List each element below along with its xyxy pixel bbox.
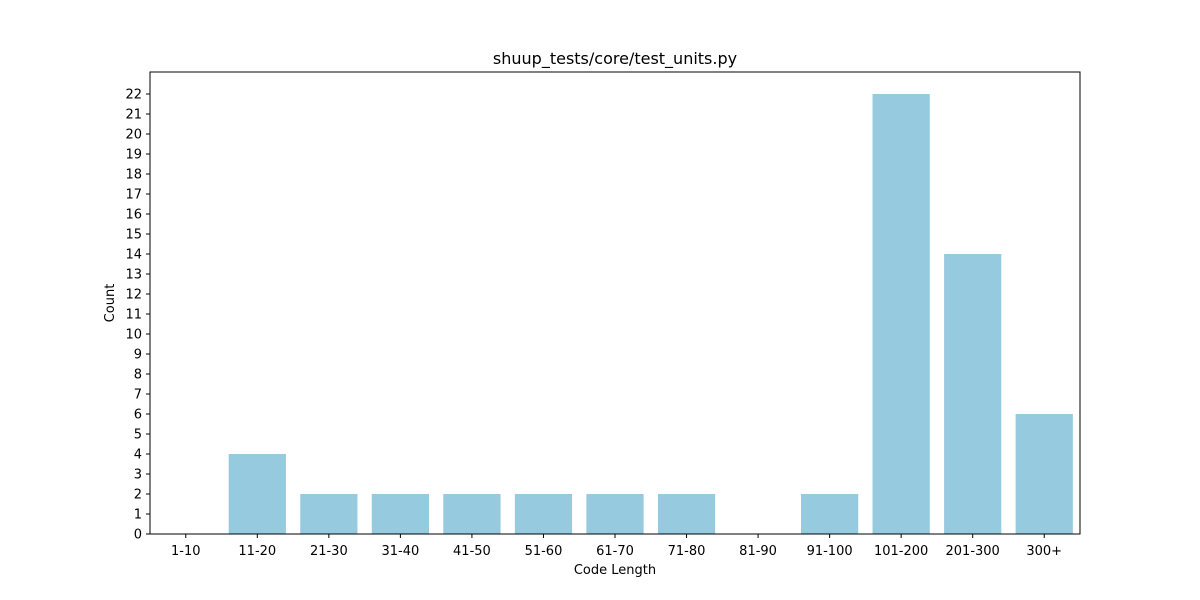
x-tick-label: 11-20	[238, 544, 276, 559]
y-tick-label: 4	[134, 448, 142, 463]
bar-71-80	[657, 494, 716, 534]
y-tick-label: 13	[125, 268, 142, 283]
x-axis-label: Code Length	[574, 563, 656, 578]
y-tick-label: 11	[125, 308, 142, 323]
y-axis-label: Count	[103, 284, 118, 323]
x-tick-label: 41-50	[453, 544, 491, 559]
bar-31-40	[371, 494, 429, 534]
y-tick-label: 14	[125, 248, 142, 263]
bar-300+	[1015, 414, 1073, 534]
y-tick-label: 15	[125, 228, 142, 243]
plot-frame	[149, 71, 1081, 535]
y-tick-label: 19	[125, 148, 142, 163]
y-tick-label: 2	[134, 488, 142, 503]
y-tick-label: 3	[134, 468, 142, 483]
y-tick-label: 6	[134, 408, 142, 423]
x-tick-label: 71-80	[668, 544, 706, 559]
chart-title: shuup_tests/core/test_units.py	[493, 49, 737, 69]
bar-21-30	[300, 494, 358, 534]
bar-61-70	[586, 494, 644, 534]
x-tick-label: 1-10	[171, 544, 201, 559]
y-tick-label: 10	[125, 328, 142, 343]
x-tick-label: 21-30	[310, 544, 348, 559]
bars-group	[228, 94, 1073, 534]
bar-201-300	[944, 254, 1002, 534]
x-axis: 1-10 11-20 21-30 31-40 41-50 51-60 61-70 71-80 8…	[171, 534, 1062, 559]
bar-41-50	[443, 494, 501, 534]
y-tick-label: 20	[125, 128, 142, 143]
y-tick-label: 9	[134, 348, 142, 363]
y-tick-label: 22	[125, 88, 142, 103]
y-tick-label: 5	[134, 428, 142, 443]
x-tick-label: 91-100	[807, 544, 853, 559]
bar-91-100	[801, 494, 859, 534]
y-tick-label: 17	[125, 188, 142, 203]
y-tick-label: 18	[125, 168, 142, 183]
x-tick-label: 81-90	[739, 544, 777, 559]
x-tick-label: 61-70	[596, 544, 634, 559]
x-tick-label: 101-200	[874, 544, 928, 559]
x-tick-label: 31-40	[381, 544, 419, 559]
y-tick-label: 21	[125, 108, 142, 123]
bar-51-60	[514, 494, 573, 534]
y-tick-label: 0	[134, 528, 142, 543]
y-tick-label: 7	[134, 388, 142, 403]
y-tick-label: 12	[125, 288, 142, 303]
bar-11-20	[228, 454, 286, 534]
y-tick-label: 1	[134, 508, 142, 523]
x-tick-label: 201-300	[946, 544, 1000, 559]
y-tick-label: 16	[125, 208, 142, 223]
bar-101-200	[872, 94, 930, 534]
x-tick-label: 300+	[1026, 544, 1062, 559]
x-tick-label: 51-60	[525, 544, 563, 559]
y-tick-label: 8	[134, 368, 142, 383]
